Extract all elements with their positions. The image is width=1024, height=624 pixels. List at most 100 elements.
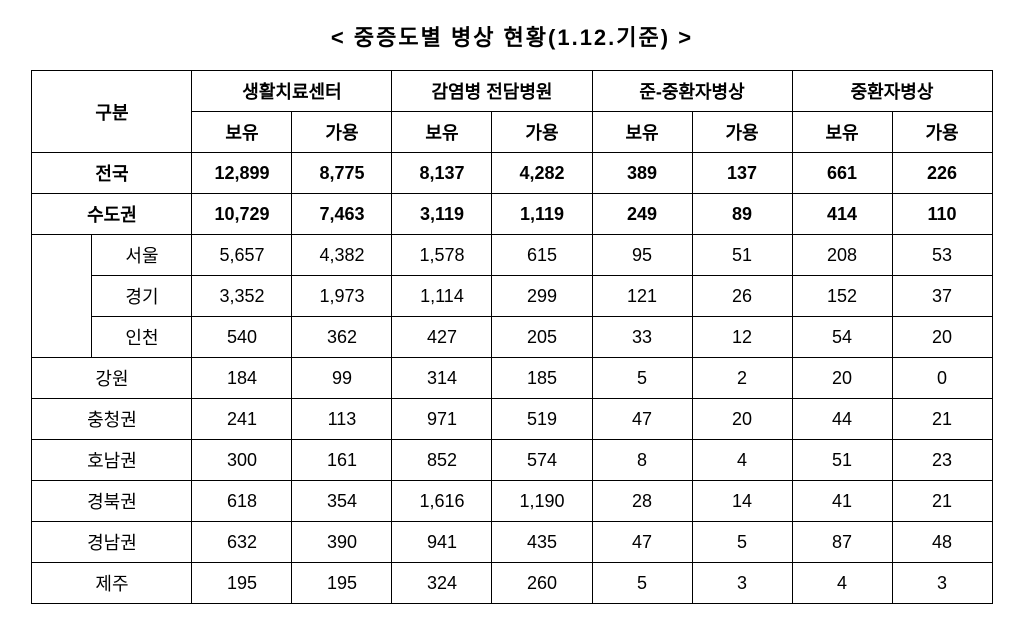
header-group-3: 중환자병상	[792, 71, 992, 112]
cell-value: 5	[592, 563, 692, 604]
header-sub-0-0: 보유	[192, 112, 292, 153]
row-label: 호남권	[32, 440, 192, 481]
cell-value: 632	[192, 522, 292, 563]
cell-value: 195	[192, 563, 292, 604]
cell-value: 435	[492, 522, 592, 563]
cell-value: 314	[392, 358, 492, 399]
cell-value: 618	[192, 481, 292, 522]
cell-value: 161	[292, 440, 392, 481]
cell-value: 185	[492, 358, 592, 399]
cell-value: 12	[692, 317, 792, 358]
beds-status-table: 구분 생활치료센터 감염병 전담병원 준-중환자병상 중환자병상 보유 가용 보…	[31, 70, 992, 604]
cell-value: 324	[392, 563, 492, 604]
cell-value: 20	[692, 399, 792, 440]
cell-value: 184	[192, 358, 292, 399]
cell-value: 89	[692, 194, 792, 235]
row-label: 경남권	[32, 522, 192, 563]
cell-value: 1,114	[392, 276, 492, 317]
cell-value: 852	[392, 440, 492, 481]
cell-value: 615	[492, 235, 592, 276]
cell-value: 48	[892, 522, 992, 563]
cell-value: 389	[592, 153, 692, 194]
cell-value: 20	[792, 358, 892, 399]
cell-value: 41	[792, 481, 892, 522]
table-row: 경북권6183541,6161,19028144121	[32, 481, 992, 522]
header-sub-3-0: 보유	[792, 112, 892, 153]
row-indent-blank	[32, 235, 92, 358]
row-label: 서울	[92, 235, 192, 276]
cell-value: 121	[592, 276, 692, 317]
cell-value: 20	[892, 317, 992, 358]
cell-value: 53	[892, 235, 992, 276]
cell-value: 941	[392, 522, 492, 563]
cell-value: 540	[192, 317, 292, 358]
cell-value: 5,657	[192, 235, 292, 276]
header-sub-3-1: 가용	[892, 112, 992, 153]
cell-value: 3	[892, 563, 992, 604]
header-sub-2-1: 가용	[692, 112, 792, 153]
cell-value: 249	[592, 194, 692, 235]
row-label: 제주	[32, 563, 192, 604]
cell-value: 4,382	[292, 235, 392, 276]
cell-value: 21	[892, 481, 992, 522]
cell-value: 390	[292, 522, 392, 563]
cell-value: 44	[792, 399, 892, 440]
cell-value: 99	[292, 358, 392, 399]
row-label: 경기	[92, 276, 192, 317]
cell-value: 87	[792, 522, 892, 563]
cell-value: 152	[792, 276, 892, 317]
cell-value: 226	[892, 153, 992, 194]
cell-value: 1,616	[392, 481, 492, 522]
cell-value: 3,119	[392, 194, 492, 235]
cell-value: 7,463	[292, 194, 392, 235]
cell-value: 260	[492, 563, 592, 604]
cell-value: 21	[892, 399, 992, 440]
cell-value: 241	[192, 399, 292, 440]
cell-value: 113	[292, 399, 392, 440]
header-group-2: 준-중환자병상	[592, 71, 792, 112]
table-row: 경남권6323909414354758748	[32, 522, 992, 563]
cell-value: 3	[692, 563, 792, 604]
cell-value: 23	[892, 440, 992, 481]
cell-value: 971	[392, 399, 492, 440]
header-sub-1-1: 가용	[492, 112, 592, 153]
cell-value: 47	[592, 522, 692, 563]
table-row: 경기3,3521,9731,1142991212615237	[32, 276, 992, 317]
cell-value: 195	[292, 563, 392, 604]
cell-value: 574	[492, 440, 592, 481]
cell-value: 33	[592, 317, 692, 358]
cell-value: 519	[492, 399, 592, 440]
cell-value: 5	[592, 358, 692, 399]
cell-value: 28	[592, 481, 692, 522]
cell-value: 205	[492, 317, 592, 358]
table-row: 제주1951953242605343	[32, 563, 992, 604]
cell-value: 362	[292, 317, 392, 358]
cell-value: 1,190	[492, 481, 592, 522]
cell-value: 4,282	[492, 153, 592, 194]
cell-value: 54	[792, 317, 892, 358]
cell-value: 2	[692, 358, 792, 399]
table-title: < 중증도별 병상 현황(1.12.기준) >	[20, 20, 1004, 52]
cell-value: 47	[592, 399, 692, 440]
cell-value: 110	[892, 194, 992, 235]
cell-value: 51	[692, 235, 792, 276]
cell-value: 1,119	[492, 194, 592, 235]
cell-value: 51	[792, 440, 892, 481]
row-label: 인천	[92, 317, 192, 358]
cell-value: 3,352	[192, 276, 292, 317]
row-label: 강원	[32, 358, 192, 399]
cell-value: 208	[792, 235, 892, 276]
table-row: 호남권300161852574845123	[32, 440, 992, 481]
cell-value: 10,729	[192, 194, 292, 235]
cell-value: 4	[792, 563, 892, 604]
header-group-0: 생활치료센터	[192, 71, 392, 112]
cell-value: 95	[592, 235, 692, 276]
row-label: 충청권	[32, 399, 192, 440]
cell-value: 137	[692, 153, 792, 194]
cell-value: 354	[292, 481, 392, 522]
cell-value: 1,578	[392, 235, 492, 276]
cell-value: 661	[792, 153, 892, 194]
cell-value: 4	[692, 440, 792, 481]
cell-value: 427	[392, 317, 492, 358]
header-group-1: 감염병 전담병원	[392, 71, 592, 112]
